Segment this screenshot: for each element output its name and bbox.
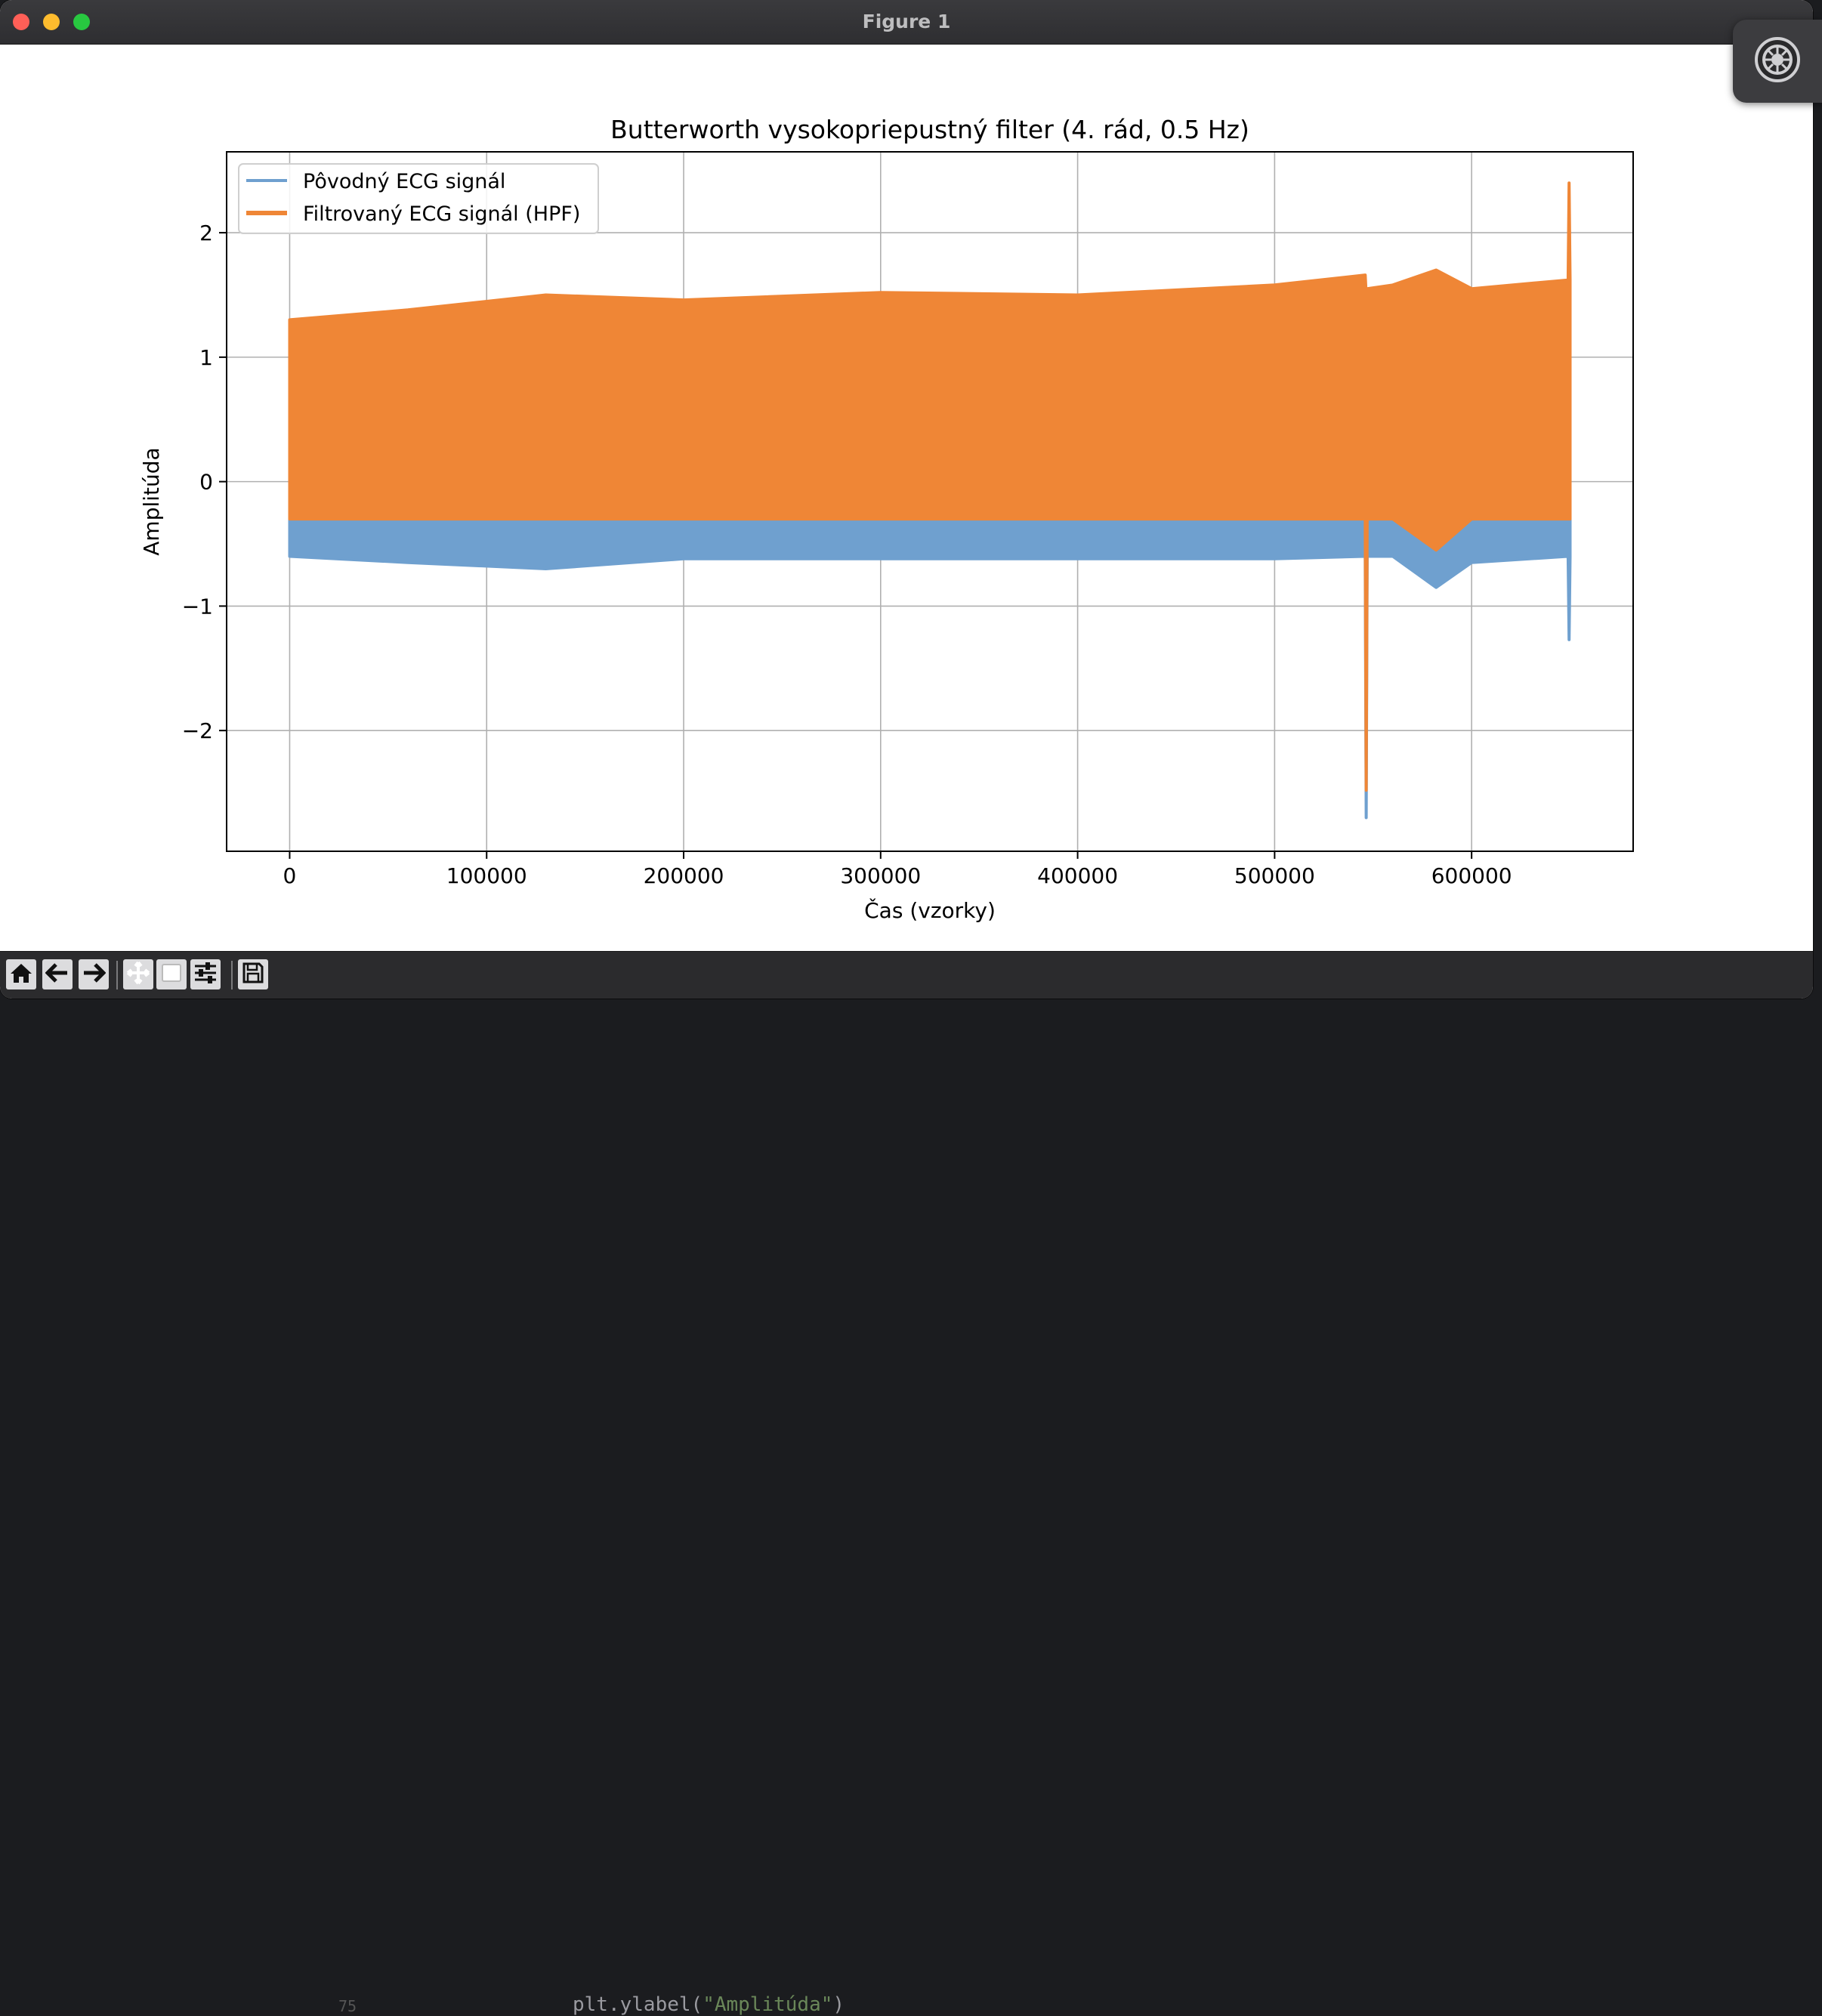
figure-window: Figure 1 0 100000 200000 300000 400000 500000… <box>0 0 1813 999</box>
editor-background: 75 plt.ylabel("Amplitúda") <box>0 999 1822 2016</box>
window-title: Figure 1 <box>862 11 951 32</box>
settings-gear-icon <box>1753 36 1802 87</box>
minimize-window-button[interactable] <box>43 14 60 30</box>
y-tick-label: 1 <box>199 345 213 370</box>
y-tick-label: 0 <box>199 470 213 495</box>
chart-svg: 0 100000 200000 300000 400000 500000 600000 −2 −… <box>139 115 1634 923</box>
legend-label-original: Pôvodný ECG signál <box>303 170 505 193</box>
x-axis-label: Čas (vzorky) <box>864 897 996 923</box>
x-tick-label: 0 <box>283 863 297 888</box>
pan-button[interactable] <box>123 959 153 989</box>
zoom-rect-button[interactable] <box>156 959 187 989</box>
x-tick-label: 400000 <box>1037 863 1118 888</box>
save-button[interactable] <box>238 959 268 989</box>
axes-frame <box>226 151 1634 852</box>
x-tick-label: 200000 <box>644 863 724 888</box>
forward-arrow-icon <box>82 961 107 988</box>
back-arrow-icon <box>45 961 69 988</box>
editor-code-line: plt.ylabel("Amplitúda") <box>573 1993 845 2016</box>
toolbar-separator <box>231 961 233 989</box>
y-axis-label: Amplitúda <box>139 447 164 555</box>
y-tick-label: 2 <box>199 221 213 245</box>
x-tick-label: 500000 <box>1234 863 1315 888</box>
zoom-window-button[interactable] <box>73 14 90 30</box>
editor-line-number: 75 <box>338 1997 357 2015</box>
close-window-button[interactable] <box>13 14 29 30</box>
x-tick-label: 600000 <box>1431 863 1512 888</box>
chart-title: Butterworth vysokopriepustný filter (4. … <box>610 115 1249 144</box>
save-icon <box>241 961 265 988</box>
home-icon <box>9 961 33 988</box>
title-bar: Figure 1 <box>0 0 1813 45</box>
zoom-rect-icon <box>159 961 184 988</box>
configure-subplots-icon <box>193 960 218 989</box>
pan-icon <box>126 961 150 988</box>
forward-button[interactable] <box>79 959 109 989</box>
figure-canvas[interactable]: 0 100000 200000 300000 400000 500000 600000 −2 −… <box>0 45 1813 951</box>
toolbar-separator <box>116 961 118 989</box>
chart-legend: Pôvodný ECG signál Filtrovaný ECG signál… <box>238 163 599 234</box>
floating-assistant-button[interactable] <box>1733 20 1822 103</box>
series-filtered-ecg <box>288 181 1572 792</box>
x-tick-label: 100000 <box>446 863 527 888</box>
x-tick-label: 300000 <box>840 863 921 888</box>
legend-label-filtered: Filtrovaný ECG signál (HPF) <box>303 202 580 226</box>
y-tick-label: −1 <box>182 594 213 619</box>
configure-subplots-button[interactable] <box>190 959 221 989</box>
plot-toolbar <box>0 951 1813 999</box>
y-tick-label: −2 <box>182 718 213 743</box>
home-button[interactable] <box>6 959 36 989</box>
back-button[interactable] <box>42 959 73 989</box>
legend-box <box>238 163 599 234</box>
